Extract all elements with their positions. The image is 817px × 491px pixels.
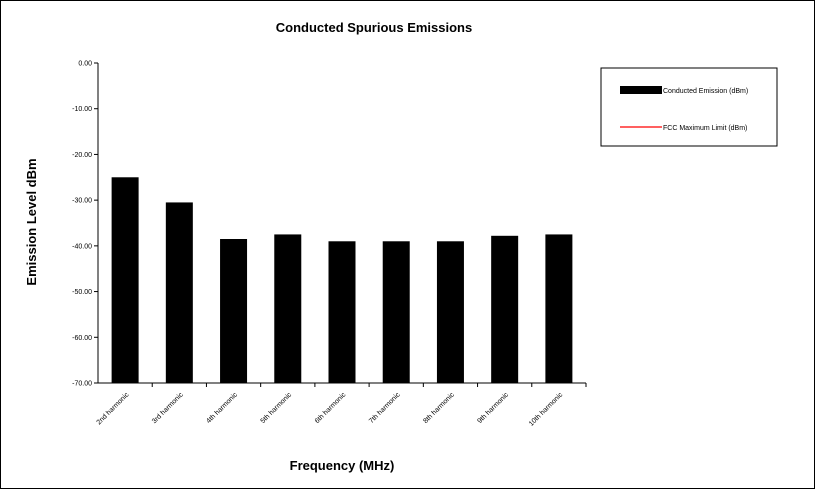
y-tick-label: -20.00	[72, 152, 92, 159]
y-tick-label: -70.00	[72, 381, 92, 388]
bar	[111, 177, 139, 383]
chart-title: Conducted Spurious Emissions	[276, 20, 472, 35]
y-axis-title: Emission Level dBm	[24, 158, 39, 285]
bar	[328, 241, 356, 383]
bar	[165, 202, 193, 383]
x-tick-label: 8th harmonic	[422, 391, 456, 425]
x-axis-title: Frequency (MHz)	[290, 458, 395, 473]
x-tick-label: 6th harmonic	[314, 391, 348, 425]
x-tick-label: 10th harmonic	[528, 391, 565, 428]
y-tick-label: 0.00	[78, 61, 92, 68]
bar	[491, 235, 519, 383]
legend-label-limit: FCC Maximum Limit (dBm)	[663, 125, 747, 132]
legend: Conducted Emission (dBm) FCC Maximum Lim…	[600, 67, 778, 147]
legend-box	[600, 67, 778, 147]
legend-label-emission: Conducted Emission (dBm)	[663, 88, 748, 95]
x-tick-label: 3rd harmonic	[151, 391, 185, 425]
y-tick-label: -40.00	[72, 243, 92, 250]
x-tick-label: 5th harmonic	[260, 391, 294, 425]
x-tick-label: 2nd harmonic	[96, 391, 131, 426]
bar	[436, 241, 464, 383]
bar	[545, 234, 573, 383]
y-tick-label: -60.00	[72, 335, 92, 342]
bar	[382, 241, 410, 383]
bar	[274, 234, 302, 383]
x-tick-label: 4th harmonic	[205, 391, 239, 425]
y-tick-label: -10.00	[72, 106, 92, 113]
legend-swatch-emission	[620, 86, 662, 94]
plot-area: 0.00 -10.00 -20.00 -30.00 -40.00 -50.00 -60.00…	[72, 61, 587, 428]
y-tick-label: -30.00	[72, 198, 92, 205]
x-tick-label: 9th harmonic	[477, 391, 511, 425]
x-tick-label: 7th harmonic	[368, 391, 402, 425]
y-tick-label: -50.00	[72, 289, 92, 296]
bar	[220, 239, 248, 383]
